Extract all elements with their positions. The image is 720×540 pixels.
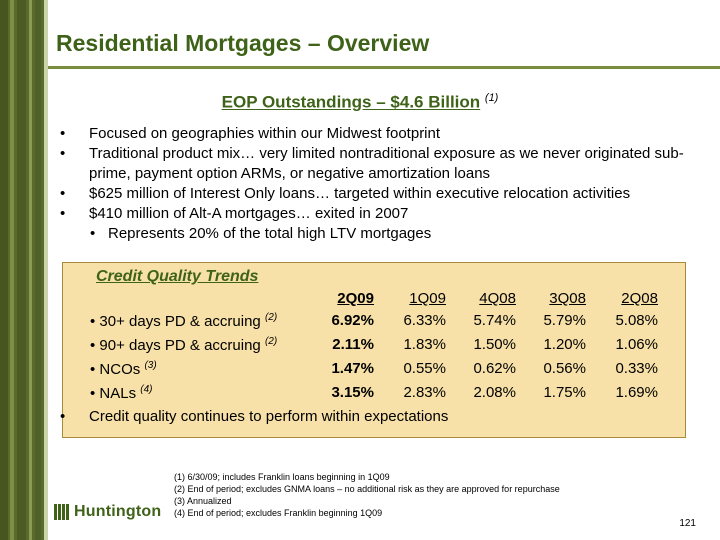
credit-quality-title: Credit Quality Trends (96, 268, 259, 285)
bullet-item: • Traditional product mix… very limited n… (60, 144, 710, 184)
sub-bullet-item: • Represents 20% of the total high LTV mo… (60, 224, 710, 244)
table-cell: 0.33% (615, 360, 658, 377)
row-label: • NCOs (3) (90, 360, 157, 378)
table-row: • 90+ days PD & accruing (2) 2.11% 1.83%… (90, 336, 690, 358)
bullet-dot-icon: • (90, 225, 96, 242)
footnote: (4) End of period; excludes Franklin beg… (174, 508, 383, 518)
column-header: 3Q08 (549, 290, 586, 307)
table-cell: 1.06% (615, 336, 658, 353)
table-cell: 2.83% (403, 384, 446, 401)
footnotes: (1) 6/30/09; includes Franklin loans beg… (174, 471, 560, 519)
table-cell: 0.56% (543, 360, 586, 377)
table-row: • NCOs (3) 1.47% 0.55% 0.62% 0.56% 0.33% (90, 360, 690, 382)
bullet-text: $410 million of Alt-A mortgages… exited … (89, 205, 409, 222)
table-cell: 5.74% (473, 312, 516, 329)
table-row: • NALs (4) 3.15% 2.83% 2.08% 1.75% 1.69% (90, 384, 690, 406)
bullet-item: • $625 million of Interest Only loans… ta… (60, 184, 710, 204)
table-cell: 1.50% (473, 336, 516, 353)
slide-title: Residential Mortgages – Overview (56, 30, 430, 56)
bullet-item: • Focused on geographies within our Midwe… (60, 124, 710, 144)
bullet-text: $625 million of Interest Only loans… tar… (89, 185, 631, 202)
bullet-list: • Focused on geographies within our Midwe… (60, 124, 710, 244)
table-cell: 1.75% (543, 384, 586, 401)
sidebar-edge (44, 0, 48, 540)
bullet-dot-icon: • (60, 185, 66, 202)
bullet-text: Traditional product mix… very limited no… (89, 145, 684, 182)
table-cell: 1.69% (615, 384, 658, 401)
footnote: (1) 6/30/09; includes Franklin loans beg… (174, 472, 390, 482)
title-divider (48, 66, 720, 69)
page-number: 121 (679, 518, 696, 529)
table-cell: 5.79% (543, 312, 586, 329)
subtitle-text: EOP Outstandings – $4.6 Billion (221, 92, 481, 112)
huntington-logo: Huntington (54, 503, 161, 521)
table-cell: 2.11% (332, 336, 374, 353)
table-cell: 3.15% (331, 384, 374, 401)
table-cell: 0.62% (473, 360, 516, 377)
column-header: 1Q09 (409, 290, 446, 307)
bullet-dot-icon: • (60, 125, 66, 142)
huntington-logo-icon (54, 504, 70, 520)
table-row: • 30+ days PD & accruing (2) 6.92% 6.33%… (90, 312, 690, 334)
slide-subtitle: EOP Outstandings – $4.6 Billion (1) (0, 92, 720, 113)
footnote: (3) Annualized (174, 496, 232, 506)
bullet-dot-icon: • (60, 408, 66, 425)
table-cell: 5.08% (615, 312, 658, 329)
bullet-item: • $410 million of Alt-A mortgages… exited… (60, 204, 710, 224)
table-cell: 1.20% (543, 336, 586, 353)
table-cell: 2.08% (473, 384, 516, 401)
table-cell: 6.33% (403, 312, 446, 329)
sub-bullet-text: Represents 20% of the total high LTV mor… (108, 225, 432, 242)
decorative-sidebar (0, 0, 44, 540)
table-cell: 1.47% (331, 360, 374, 377)
closing-bullet-text: Credit quality continues to perform with… (89, 408, 449, 425)
logo-text: Huntington (74, 503, 162, 520)
row-label: • 30+ days PD & accruing (2) (90, 312, 278, 330)
table-cell: 1.83% (403, 336, 446, 353)
footnote: (2) End of period; excludes GNMA loans –… (174, 484, 560, 494)
column-header: 2Q09 (337, 290, 374, 307)
column-header: 4Q08 (479, 290, 516, 307)
table-cell: 0.55% (403, 360, 446, 377)
bullet-dot-icon: • (60, 145, 66, 162)
credit-quality-box (62, 262, 686, 438)
table-header-row: 2Q09 1Q09 4Q08 3Q08 2Q08 (90, 290, 690, 312)
row-label: • 90+ days PD & accruing (2) (90, 336, 278, 354)
subtitle-footnote-ref: (1) (484, 92, 499, 104)
row-label: • NALs (4) (90, 384, 153, 402)
column-header: 2Q08 (621, 290, 658, 307)
bullet-text: Focused on geographies within our Midwes… (89, 125, 441, 142)
table-cell: 6.92% (331, 312, 374, 329)
bullet-dot-icon: • (60, 205, 66, 222)
